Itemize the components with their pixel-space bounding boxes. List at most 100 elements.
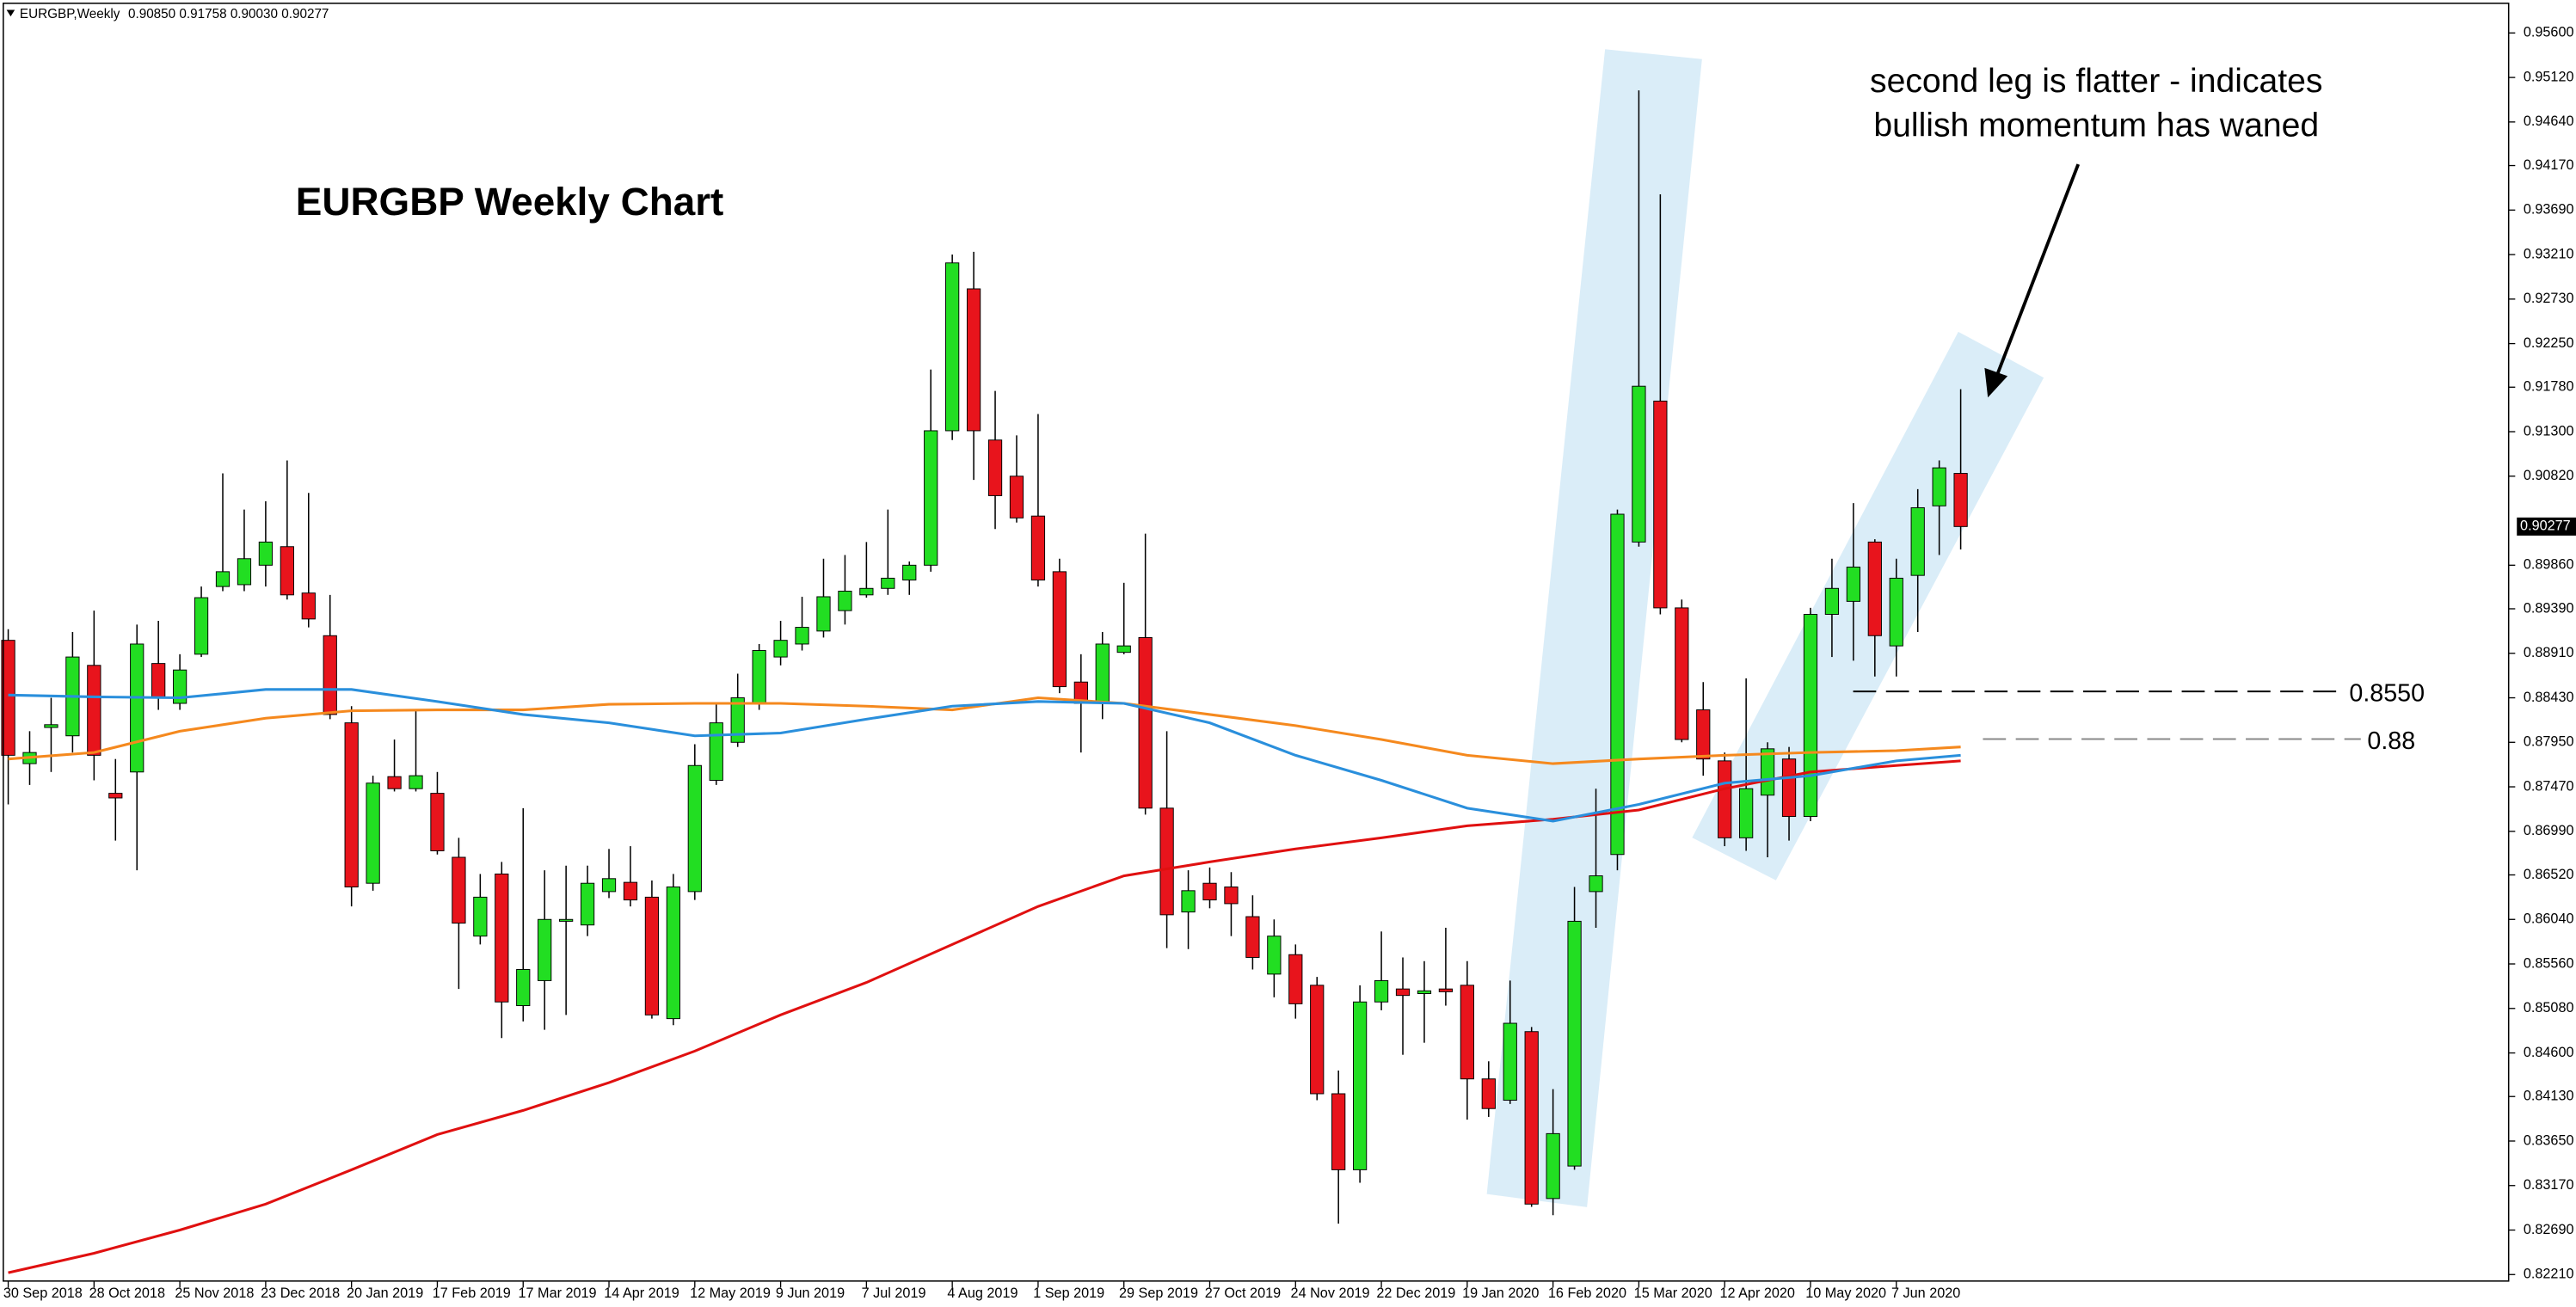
candle-body bbox=[1910, 506, 1925, 576]
arrow-shaft bbox=[1994, 163, 2081, 378]
x-tick-label: 1 Sep 2019 bbox=[1033, 1286, 1104, 1301]
candle-body bbox=[795, 627, 809, 645]
candle-body bbox=[1718, 760, 1732, 838]
x-tick-label: 27 Oct 2019 bbox=[1205, 1286, 1281, 1301]
candle-body bbox=[87, 665, 101, 756]
y-tick-label: 0.83170 bbox=[2524, 1177, 2574, 1193]
candle-body bbox=[1760, 748, 1775, 796]
y-tick-label: 0.94640 bbox=[2524, 114, 2574, 129]
x-tick-label: 22 Dec 2019 bbox=[1376, 1286, 1455, 1301]
candle-body bbox=[1824, 587, 1840, 615]
moving-average bbox=[8, 688, 1961, 823]
candle-body bbox=[1696, 709, 1711, 760]
candle-body bbox=[1374, 979, 1389, 1003]
candle-body bbox=[387, 776, 402, 789]
candle-body bbox=[1159, 807, 1174, 916]
candle-body bbox=[194, 597, 209, 655]
current-price-label: 0.90277 bbox=[2520, 519, 2571, 534]
candle-body bbox=[1867, 541, 1882, 636]
candle-body bbox=[215, 571, 231, 587]
candle-body bbox=[258, 541, 274, 566]
annotation: bullish momentum has waned bbox=[1873, 107, 2319, 144]
candle-body bbox=[172, 669, 188, 704]
y-tick-label: 0.87950 bbox=[2524, 734, 2574, 750]
y-tick-label: 0.92250 bbox=[2524, 335, 2574, 351]
y-tick-label: 0.89860 bbox=[2524, 557, 2574, 573]
candle-body bbox=[1846, 566, 1860, 602]
candle-body bbox=[881, 577, 895, 589]
candle-body bbox=[1052, 571, 1067, 688]
candle-body bbox=[709, 722, 723, 781]
y-tick-label: 0.95120 bbox=[2524, 69, 2574, 84]
candle-body bbox=[44, 724, 58, 728]
y-tick-label: 0.86520 bbox=[2524, 867, 2574, 882]
candle-body bbox=[452, 856, 466, 924]
candle-body bbox=[473, 896, 488, 937]
candle-body bbox=[945, 262, 960, 432]
candle-body bbox=[773, 640, 788, 658]
candle-body bbox=[1610, 513, 1625, 856]
candle-body bbox=[516, 969, 531, 1007]
candle-body bbox=[687, 764, 702, 893]
y-tick-label: 0.90820 bbox=[2524, 468, 2574, 483]
candle-body bbox=[1395, 988, 1411, 997]
y-tick-label: 0.86040 bbox=[2524, 911, 2574, 927]
candle-body bbox=[1675, 607, 1689, 740]
y-tick-label: 0.89390 bbox=[2524, 600, 2574, 616]
x-tick-label: 29 Sep 2019 bbox=[1119, 1286, 1198, 1301]
candle-body bbox=[1953, 473, 1968, 527]
level-label: 0.8550 bbox=[2349, 680, 2425, 708]
x-tick-label: 7 Jul 2019 bbox=[862, 1286, 926, 1301]
highlight-impulse bbox=[1486, 49, 1702, 1207]
y-tick-label: 0.84130 bbox=[2524, 1089, 2574, 1104]
y-tick-label: 0.82210 bbox=[2524, 1267, 2574, 1282]
candle-body bbox=[1202, 882, 1217, 901]
candle-body bbox=[924, 430, 938, 566]
candle-body bbox=[1481, 1078, 1496, 1109]
plot-frame bbox=[3, 3, 2510, 1282]
arrow-head bbox=[1984, 367, 2008, 398]
candle-body bbox=[130, 643, 144, 773]
annotation: second leg is flatter - indicates bbox=[1870, 63, 2323, 100]
candle-body bbox=[1181, 890, 1196, 913]
candle-body bbox=[987, 439, 1003, 496]
x-tick-label: 23 Dec 2018 bbox=[261, 1286, 340, 1301]
candle-body bbox=[1417, 990, 1432, 995]
candle-body bbox=[280, 546, 294, 596]
candle-body bbox=[666, 887, 680, 1020]
candle-body bbox=[1288, 954, 1303, 1004]
candle-body bbox=[1653, 400, 1668, 609]
x-tick-label: 15 Mar 2020 bbox=[1634, 1286, 1712, 1301]
y-tick-label: 0.82690 bbox=[2524, 1222, 2574, 1237]
x-tick-label: 12 Apr 2020 bbox=[1719, 1286, 1794, 1301]
level-label: 0.88 bbox=[2367, 727, 2415, 755]
x-tick-label: 24 Nov 2019 bbox=[1291, 1286, 1370, 1301]
x-tick-label: 16 Feb 2020 bbox=[1548, 1286, 1626, 1301]
candle-body bbox=[559, 918, 574, 922]
candle-body bbox=[902, 564, 917, 581]
candle-body bbox=[1353, 1001, 1368, 1170]
y-tick-label: 0.91780 bbox=[2524, 379, 2574, 395]
y-tick-label: 0.88430 bbox=[2524, 690, 2574, 705]
candle-body bbox=[1438, 988, 1454, 992]
candle-body bbox=[495, 873, 509, 1003]
y-tick-label: 0.91300 bbox=[2524, 423, 2574, 439]
candle-body bbox=[108, 793, 123, 799]
candle-body bbox=[409, 775, 423, 789]
candle-body bbox=[1589, 875, 1603, 893]
candle-body bbox=[1, 640, 15, 756]
x-tick-label: 17 Feb 2019 bbox=[433, 1286, 511, 1301]
ohlc-label: 0.90850 0.91758 0.90030 0.90277 bbox=[128, 7, 329, 21]
candle-body bbox=[1331, 1093, 1346, 1170]
candle-body bbox=[816, 596, 831, 632]
x-tick-label: 20 Jan 2019 bbox=[347, 1286, 423, 1301]
candle-body bbox=[1245, 916, 1260, 958]
x-tick-label: 14 Apr 2019 bbox=[604, 1286, 679, 1301]
candle-body bbox=[644, 896, 660, 1016]
y-tick-label: 0.92730 bbox=[2524, 291, 2574, 306]
x-tick-label: 30 Sep 2018 bbox=[3, 1286, 83, 1301]
y-tick-label: 0.93690 bbox=[2524, 202, 2574, 218]
y-tick-label: 0.93210 bbox=[2524, 246, 2574, 261]
